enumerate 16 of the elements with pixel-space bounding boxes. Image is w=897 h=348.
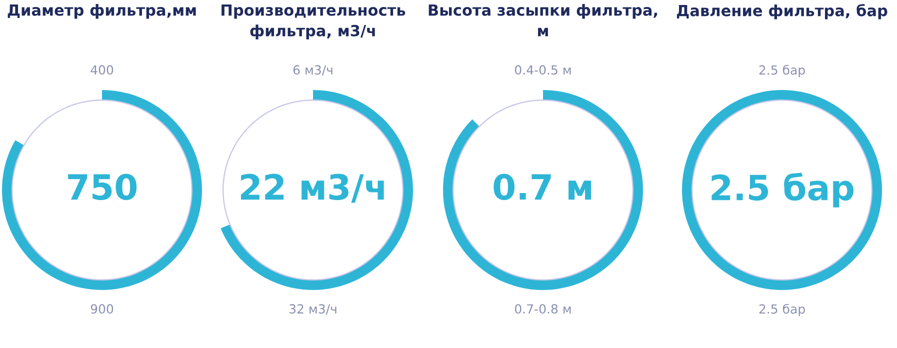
text: 2.5 бар [759,64,805,78]
text: 2.5 бар [759,304,805,316]
text: 400 [90,65,114,75]
text: 750 [68,174,137,200]
chart-title: Давление фильтра, бар [676,4,888,20]
text: 0.4-0.5 м [514,65,571,75]
text: 900 [90,304,114,314]
text: 32 м3/ч [290,304,336,315]
chart-title: Производительность фильтра, м3/ч [222,4,406,40]
text: 0.7 м [494,174,592,200]
text: 6 м3/ч [293,65,332,76]
chart-title: Высота засыпки фильтра, м [428,4,657,36]
text: 0.7-0.8 м [514,304,571,314]
text: 22 м3/ч [241,174,384,203]
chart-title: Диаметр фильтра,мм [8,4,196,19]
text: 2.5 бар [712,172,854,208]
